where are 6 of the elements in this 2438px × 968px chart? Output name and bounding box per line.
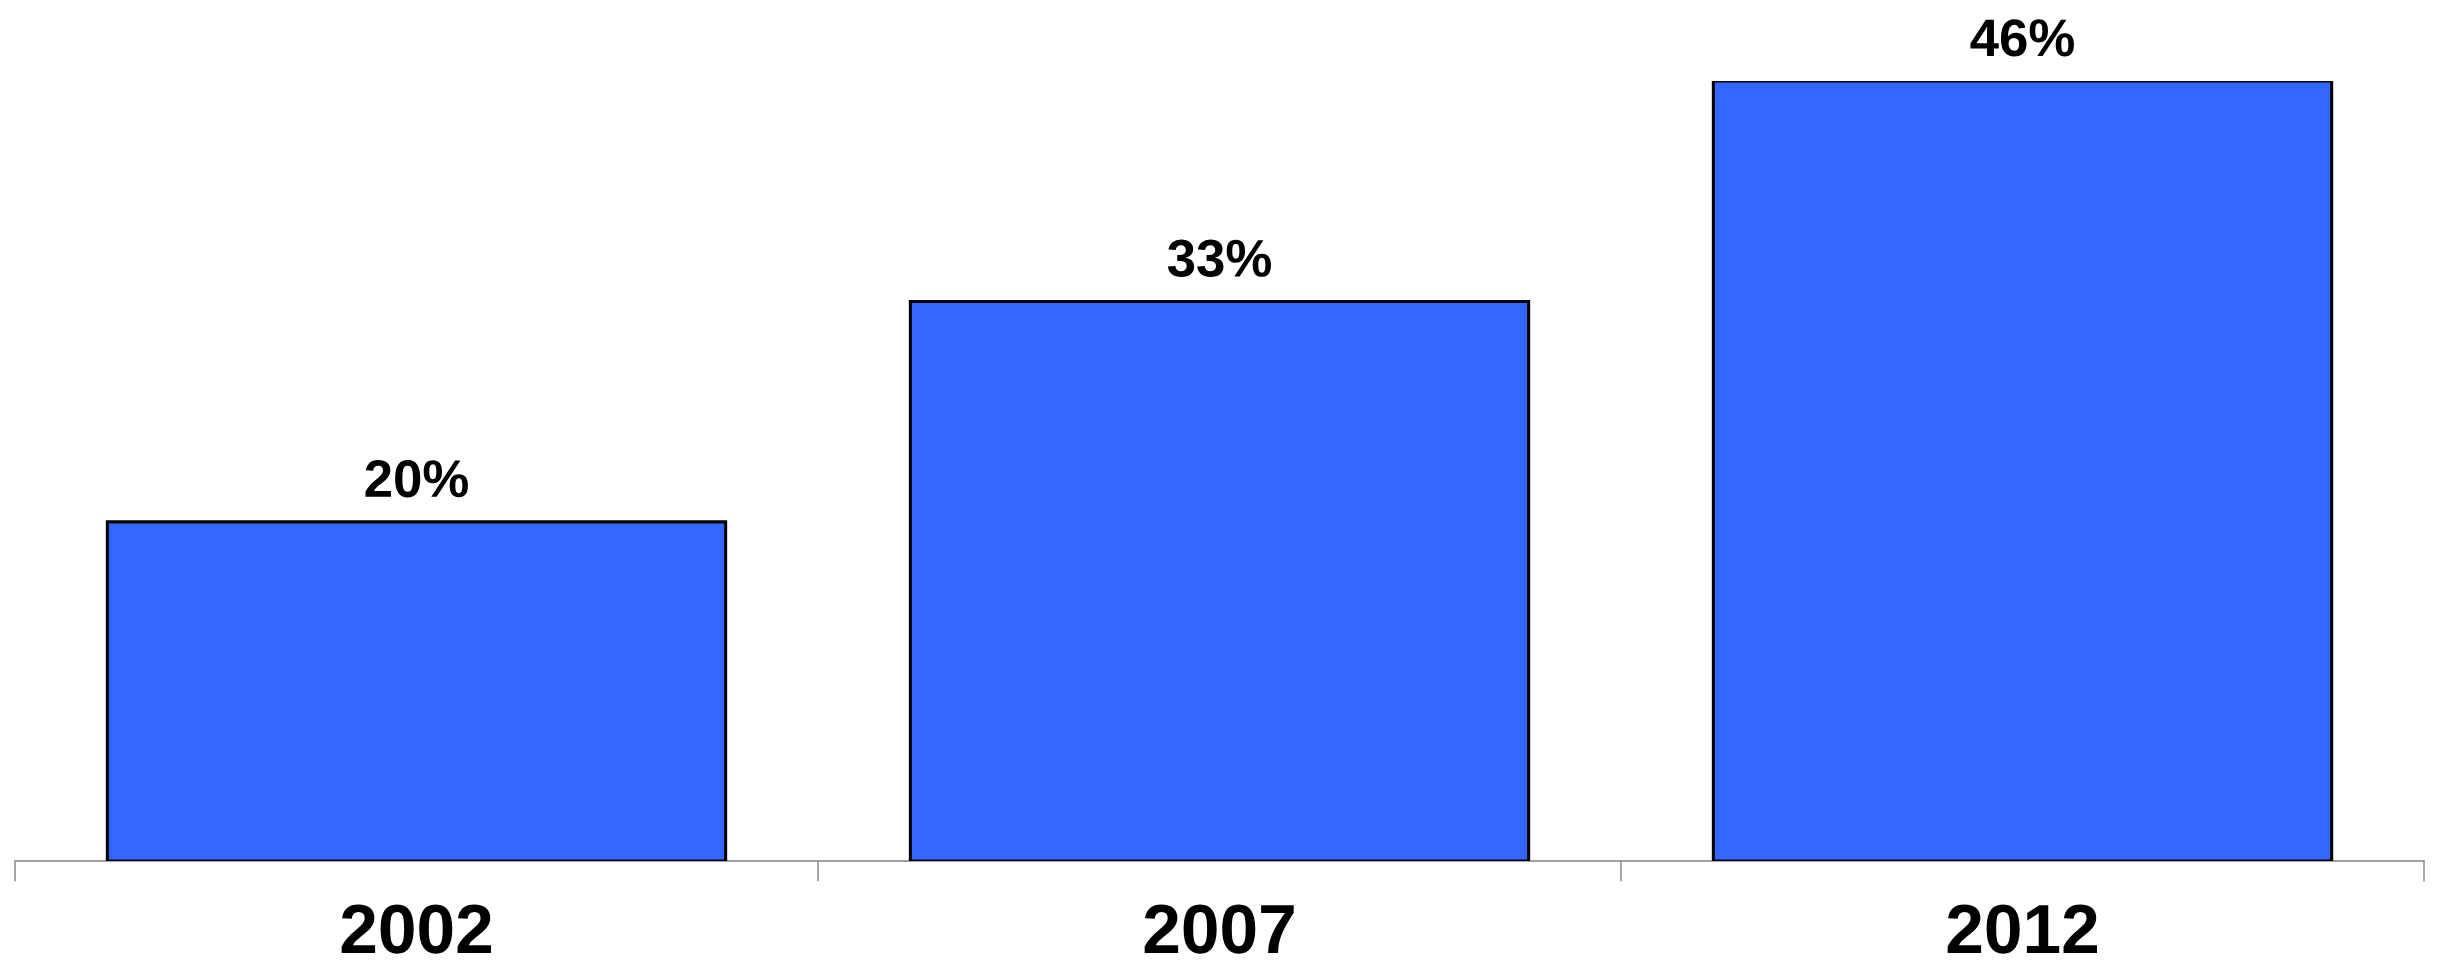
x-tick-label: 2002	[341, 904, 491, 954]
x-tick-label: 2012	[1947, 904, 2097, 954]
x-tick-label: 2007	[1144, 904, 1294, 954]
data-label: 20%	[365, 460, 468, 498]
data-label: 46%	[1970, 19, 2074, 57]
data-label: 33%	[1167, 239, 1271, 278]
